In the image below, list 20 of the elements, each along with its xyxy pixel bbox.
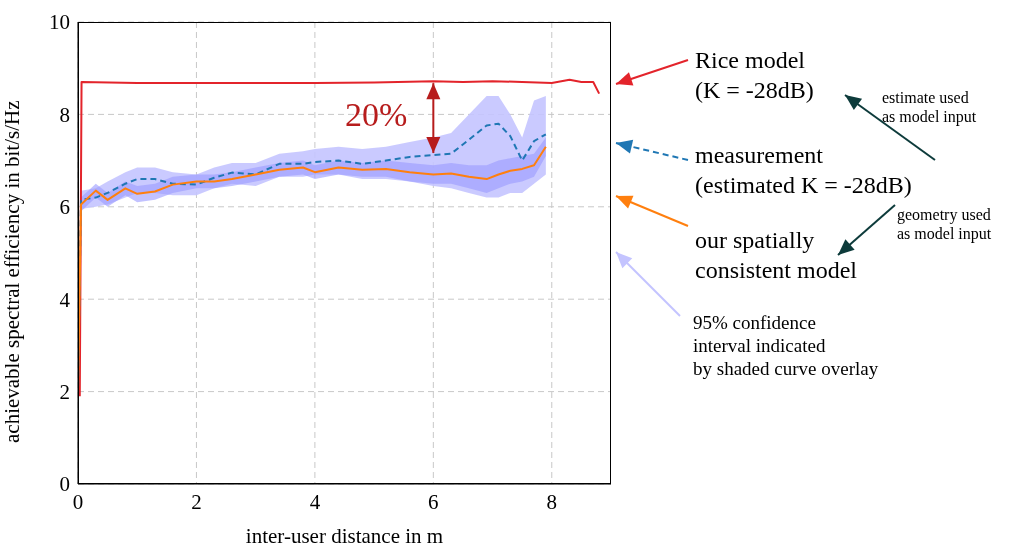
y-tick-label: 0	[59, 472, 70, 497]
y-tick-label: 10	[49, 10, 70, 35]
y-axis-title: achievable spectral efficiency in bit/s/Hz	[0, 100, 25, 443]
x-tick-label: 6	[428, 489, 439, 514]
y-tick-label: 6	[59, 195, 70, 220]
annotation: 20%	[345, 95, 408, 135]
text: geometry used as model input	[897, 205, 992, 244]
y-tick-label: 4	[59, 287, 71, 312]
text: 95% confidence interval indicated by shaded curve overlay	[693, 312, 879, 381]
x-tick-label: 4	[309, 489, 321, 514]
legend-label: Rice model (K = -28dB)	[695, 46, 814, 105]
text: our spatially consistent model	[695, 226, 857, 285]
legend-label: measurement (estimated K = -28dB)	[695, 141, 912, 200]
text: estimate used as model input	[882, 88, 977, 127]
x-tick-label: 2	[191, 489, 202, 514]
y-tick-label: 8	[59, 102, 70, 127]
y-tick-label: 2	[59, 380, 70, 405]
line-series	[78, 78, 601, 398]
x-axis-title: inter-user distance in m	[245, 524, 444, 545]
x-tick-label: 8	[546, 489, 558, 514]
